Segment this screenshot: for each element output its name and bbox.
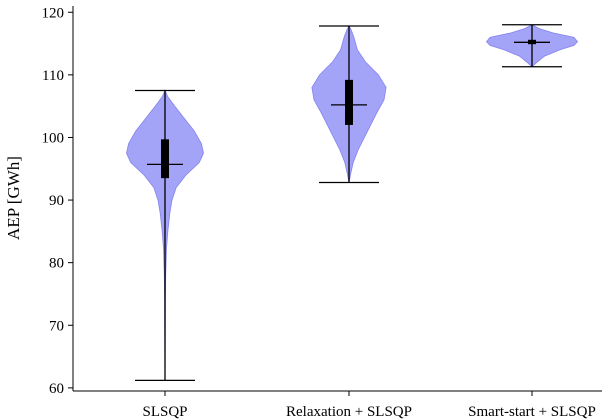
y-tick-label: 80 xyxy=(49,256,64,272)
x-tick-label: Smart-start + SLSQP xyxy=(468,404,596,419)
x-tick-label: Relaxation + SLSQP xyxy=(286,404,412,419)
plot-area: 60 70 80 90 100 110 120 SLSQP Relaxation + SLSQP… xyxy=(42,5,602,419)
y-tick-label: 100 xyxy=(42,130,65,146)
y-tick-label: 70 xyxy=(49,318,64,334)
violin-iqr-box xyxy=(161,139,169,179)
y-axis-title: AEP [GWh] xyxy=(4,156,23,240)
y-tick-label: 120 xyxy=(42,5,65,21)
y-tick-label: 90 xyxy=(49,193,64,209)
y-tick-label: 110 xyxy=(42,68,64,84)
y-tick-label: 60 xyxy=(49,381,64,397)
x-tick-label: SLSQP xyxy=(142,404,187,419)
violin-iqr-box xyxy=(345,79,353,125)
